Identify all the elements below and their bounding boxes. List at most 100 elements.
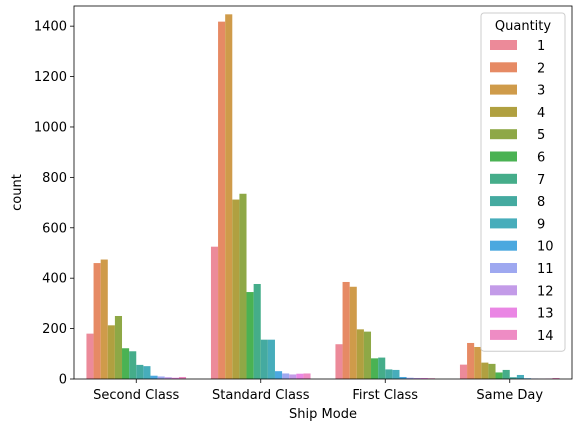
bar-same-day-qty-4 [481, 362, 489, 379]
bar-second-class-qty-3 [100, 259, 108, 379]
legend-label: 2 [537, 61, 545, 76]
bar-standard-class-qty-6 [246, 292, 254, 379]
bar-standard-class-qty-1 [210, 246, 219, 379]
legend-label: 14 [537, 329, 554, 344]
legend-swatch [490, 151, 517, 162]
bar-same-day-qty-14 [552, 377, 560, 379]
bar-first-class-qty-13 [420, 377, 428, 379]
legend-swatch [490, 173, 517, 184]
y-tick-label: 0 [59, 373, 67, 388]
bar-same-day-qty-6 [495, 372, 503, 379]
bar-same-day-qty-7 [502, 369, 510, 379]
legend-swatch [490, 106, 517, 117]
legend-swatch [490, 129, 517, 140]
legend-label: 4 [537, 106, 545, 121]
bar-standard-class-qty-13 [296, 373, 304, 379]
bar-second-class-qty-10 [150, 375, 158, 379]
bar-standard-class-qty-7 [253, 283, 261, 379]
bar-same-day-qty-1 [459, 364, 468, 379]
bar-standard-class-qty-3 [225, 14, 233, 379]
y-tick-label: 800 [42, 171, 67, 186]
bar-second-class-qty-2 [93, 263, 101, 379]
y-tick-label: 400 [42, 272, 67, 287]
x-tick-label: Standard Class [212, 388, 310, 403]
legend-label: 7 [537, 173, 545, 188]
legend-swatch [490, 218, 517, 229]
bar-first-class-qty-5 [363, 331, 372, 379]
bar-first-class-qty-1 [335, 344, 343, 379]
bar-first-class-qty-2 [342, 281, 350, 379]
legend-swatch [490, 40, 517, 50]
y-axis-label: count [10, 174, 25, 211]
x-tick-label: Second Class [93, 388, 179, 403]
bar-first-class-qty-10 [399, 376, 407, 379]
x-tick-label: First Class [352, 388, 418, 403]
bar-standard-class-qty-12 [289, 374, 297, 379]
bar-standard-class-qty-8 [260, 339, 268, 379]
legend-label: 8 [537, 195, 545, 210]
y-tick-label: 1000 [34, 120, 67, 135]
bar-first-class-qty-7 [378, 357, 386, 379]
bar-same-day-qty-9 [516, 374, 524, 379]
bar-standard-class-qty-14 [303, 373, 311, 379]
legend-title: Quantity [495, 19, 551, 34]
legend-label: 10 [537, 240, 554, 255]
legend-label: 13 [537, 307, 554, 322]
legend-swatch [490, 240, 517, 251]
bar-same-day-qty-2 [467, 342, 475, 379]
bar-second-class-qty-12 [164, 377, 172, 379]
bar-standard-class-qty-5 [239, 193, 247, 379]
bar-second-class-qty-13 [171, 377, 179, 379]
legend-label: 6 [537, 151, 545, 166]
legend-swatch [490, 329, 517, 340]
legend-label: 11 [537, 262, 554, 277]
x-axis-label: Ship Mode [289, 407, 357, 422]
bar-first-class-qty-3 [349, 286, 357, 379]
bar-standard-class-qty-11 [282, 373, 290, 379]
bars-group [86, 14, 560, 379]
bar-second-class-qty-7 [129, 351, 137, 379]
legend-label: 1 [537, 39, 545, 54]
bar-second-class-qty-9 [143, 366, 151, 379]
plot-frame [73, 5, 573, 380]
y-tick-label: 600 [42, 221, 67, 236]
bar-first-class-qty-9 [392, 369, 400, 379]
y-tick-label: 1400 [34, 20, 67, 35]
bar-standard-class-qty-2 [218, 21, 226, 379]
bar-second-class-qty-1 [86, 333, 94, 379]
bar-standard-class-qty-4 [232, 199, 240, 379]
bar-first-class-qty-12 [413, 377, 421, 379]
bar-second-class-qty-6 [122, 348, 130, 379]
x-tick-label: Same Day [476, 388, 543, 403]
legend-label: 9 [537, 217, 545, 232]
legend-label: 12 [537, 284, 554, 299]
bar-first-class-qty-6 [371, 358, 379, 379]
bar-same-day-qty-5 [488, 363, 496, 379]
bar-same-day-qty-3 [474, 346, 482, 379]
legend-label: 3 [537, 84, 545, 99]
legend-swatch [490, 62, 517, 73]
legend-swatch [490, 84, 517, 95]
legend-swatch [490, 196, 517, 207]
bar-same-day-qty-8 [509, 377, 517, 379]
bar-standard-class-qty-10 [274, 371, 283, 379]
bar-second-class-qty-14 [178, 376, 187, 379]
legend-swatch [490, 307, 517, 318]
y-tick-label: 1200 [34, 70, 67, 85]
y-tick-label: 200 [42, 322, 67, 337]
bar-first-class-qty-11 [406, 377, 414, 379]
bar-second-class-qty-4 [107, 325, 115, 379]
y-axis: 0 200 400 600 800 1000 1200 1400 [34, 20, 74, 388]
bar-second-class-qty-11 [157, 376, 165, 379]
legend-label: 5 [537, 128, 545, 143]
bar-second-class-qty-5 [114, 315, 123, 379]
bar-first-class-qty-8 [385, 369, 393, 379]
legend-swatch [490, 285, 517, 296]
legend-swatch [490, 263, 517, 273]
x-axis: Second Class Standard Class First Class Sam… [93, 379, 543, 403]
bar-first-class-qty-4 [356, 329, 364, 379]
bar-standard-class-qty-9 [267, 339, 275, 379]
